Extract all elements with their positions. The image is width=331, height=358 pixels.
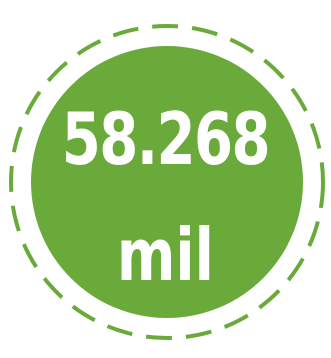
dashed-ring	[9, 24, 325, 340]
badge-circle	[31, 46, 303, 318]
badge-unit: mil	[116, 213, 214, 297]
badge-value: 58.268	[61, 97, 271, 181]
